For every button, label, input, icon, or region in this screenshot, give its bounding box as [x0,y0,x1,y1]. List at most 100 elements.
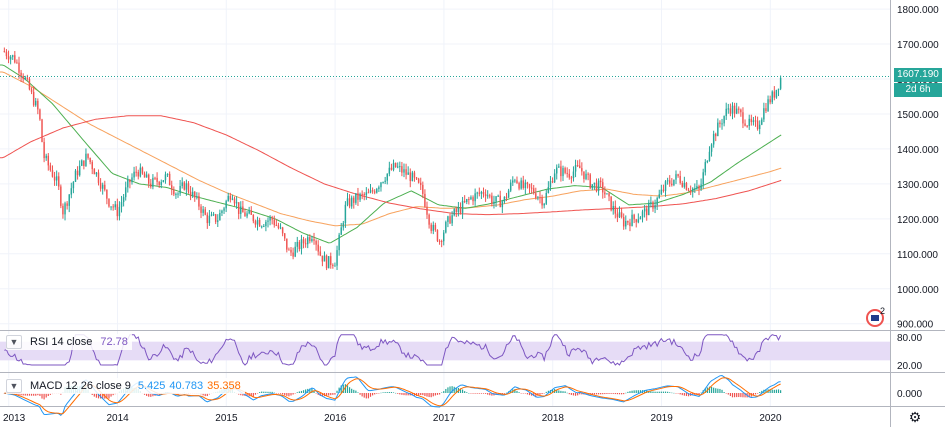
candle-body [455,209,458,213]
candle-body [480,191,483,194]
macd-histogram-bar [635,390,637,393]
macd-histogram-bar [602,393,604,395]
candle-body [3,51,6,53]
macd-histogram-bar [294,393,296,394]
candle-body [290,249,292,253]
price-tick-label: 1700.000 [897,40,939,51]
candle-body [76,170,79,176]
candle-body [344,204,347,224]
macd-histogram-bar [361,393,363,397]
candle-body [283,233,286,239]
candle-body [137,172,139,177]
macd-histogram-bar [765,389,767,393]
macd-histogram-bar [579,393,581,395]
macd-histogram-bar [516,390,518,393]
candle-body [428,214,430,225]
candle-body [7,56,10,60]
candle-body [124,187,127,198]
macd-histogram-bar [93,393,95,397]
candle-body [386,173,388,181]
chevron-down-icon[interactable]: ▼ [6,379,22,393]
macd-histogram-bar [146,393,148,396]
candle-body [453,209,455,216]
macd-histogram-bar [625,392,627,394]
candle-body [717,122,719,137]
candle-body [95,172,98,175]
candle-body [497,195,499,197]
macd-histogram-bar [3,393,5,394]
candle-body [62,205,64,215]
macd-histogram-bar [459,388,462,393]
macd-histogram-bar [273,392,275,394]
macd-histogram-bar [445,388,447,393]
candle-body [304,243,307,245]
candle-body [298,241,301,250]
candle-body [37,100,39,110]
candle-body [302,239,305,244]
macd-histogram-bar [551,389,554,393]
macd-label: MACD 12 26 close 9 [30,380,131,392]
candle-body [447,216,449,222]
candle-body [72,181,75,189]
macd-histogram-bar [411,393,413,396]
macd-histogram-bar [26,393,28,396]
macd-histogram-bar [382,392,384,393]
candle-body [671,183,673,186]
candle-body [376,188,378,193]
candle-body [698,186,700,189]
candle-body [509,182,512,191]
macd-histogram-bar [522,393,524,394]
rsi-legend[interactable]: ▼ RSI 14 close 72.78 [6,334,132,350]
candle-body [68,194,70,206]
candle-body [415,177,418,179]
macd-histogram-bar [240,393,242,396]
candle-body [81,160,83,166]
candle-body [530,187,533,189]
macd-histogram-bar [378,393,380,394]
macd-histogram-bar [673,392,675,394]
macd-histogram-bar [464,391,466,393]
price-tick-label: 900.000 [897,320,934,331]
candle-body [191,191,194,197]
macd-legend[interactable]: ▼ MACD 12 26 close 9 5.425 40.783 35.358 [6,378,245,394]
macd-histogram-bar [568,393,570,395]
macd-histogram-bar [313,390,315,393]
candle-body [394,162,397,168]
time-tick-label: 2016 [324,413,347,424]
macd-histogram-bar [112,393,114,396]
macd-histogram-bar [558,390,560,393]
macd-histogram-bar [777,389,780,393]
macd-histogram-bar [520,393,522,394]
candle-body [654,205,656,209]
macd-histogram-bar [721,389,723,393]
macd-histogram-bar [348,387,351,393]
candle-body [472,197,474,202]
macd-histogram-bar [650,391,652,393]
macd-histogram-bar [744,393,746,398]
macd-histogram-bar [369,393,372,397]
candle-body [194,191,196,198]
candle-body [294,246,296,257]
candle-body [288,249,290,251]
candle-body [154,177,156,179]
macd-histogram-bar [669,392,671,393]
candle-body [371,190,374,192]
macd-histogram-bar [658,391,660,393]
news-flag-icon[interactable] [866,309,884,327]
macd-histogram-bar [595,393,598,395]
candle-body [723,116,725,124]
candle-body [217,220,219,222]
macd-histogram-bar [679,393,681,395]
candle-body [240,206,242,214]
time-tick-label: 2014 [107,413,130,424]
candle-body [212,214,215,216]
candle-body [629,222,631,227]
macd-histogram-bar [372,393,374,396]
candle-body [208,215,211,224]
candle-body [512,180,514,183]
candle-body [363,194,365,196]
gear-icon[interactable]: ⚙ [908,408,922,425]
candle-body [633,214,635,220]
chevron-down-icon[interactable]: ▼ [6,335,22,349]
